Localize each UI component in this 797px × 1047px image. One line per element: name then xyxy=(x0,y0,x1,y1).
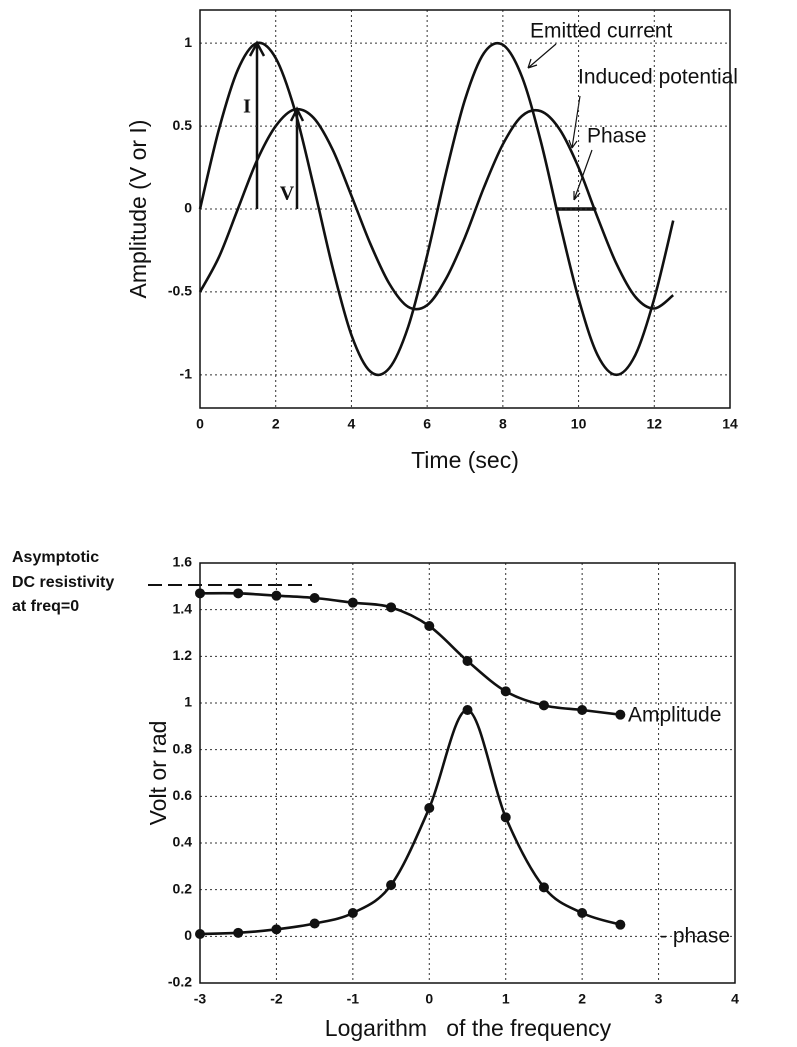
arrow xyxy=(527,43,557,69)
marker xyxy=(424,621,435,631)
annotation: I xyxy=(243,96,251,118)
plot-frame xyxy=(199,562,736,984)
y-tick-label: 0.6 xyxy=(173,787,193,803)
y-tick-label: -0.5 xyxy=(168,283,192,299)
y-tick-label: 0 xyxy=(184,200,192,216)
marker xyxy=(424,803,435,813)
y-tick-label: 1.4 xyxy=(173,600,193,616)
x-axis-label: Time (sec) xyxy=(411,447,519,473)
marker xyxy=(233,927,244,938)
series-line xyxy=(198,107,675,311)
series-line xyxy=(199,708,621,936)
x-tick-label: 12 xyxy=(646,416,662,432)
y-tick-label: 1 xyxy=(184,34,192,50)
y-tick-label: 0.5 xyxy=(173,117,193,133)
y-tick-label: -1 xyxy=(180,366,193,382)
marker xyxy=(309,593,320,603)
y-tick-label: -0.2 xyxy=(168,974,192,990)
marker xyxy=(271,924,282,935)
marker xyxy=(500,686,511,697)
marker xyxy=(271,590,282,601)
marker xyxy=(462,705,473,715)
x-tick-label: 0 xyxy=(425,991,433,1007)
marker xyxy=(195,588,205,599)
y-tick-label: 0.2 xyxy=(173,880,193,896)
marker xyxy=(386,880,397,890)
annotation: DC resistivity xyxy=(12,574,114,591)
series-label: Emitted current xyxy=(530,20,673,43)
x-tick-label: 1 xyxy=(502,991,510,1007)
marker xyxy=(309,918,320,929)
x-tick-label: 8 xyxy=(499,416,507,432)
x-tick-label: 2 xyxy=(272,416,280,432)
marker xyxy=(538,700,549,711)
series-line xyxy=(198,41,675,377)
marker xyxy=(462,656,473,666)
marker xyxy=(615,919,626,930)
marker xyxy=(577,908,588,918)
marker xyxy=(615,709,626,720)
marker xyxy=(538,882,549,893)
marker xyxy=(500,812,511,823)
y-tick-label: 1 xyxy=(184,694,192,710)
marker xyxy=(195,929,205,939)
x-tick-label: 0 xyxy=(196,416,204,432)
marker xyxy=(233,588,244,599)
x-tick-label: 10 xyxy=(571,416,587,432)
marker xyxy=(386,602,397,613)
annotation: Phase xyxy=(587,125,647,148)
series-label: Amplitude xyxy=(628,704,721,727)
marker xyxy=(347,908,358,918)
x-tick-label: 6 xyxy=(423,416,431,432)
marker xyxy=(577,705,588,715)
x-axis-label: Logarithm of the frequency xyxy=(325,1015,612,1041)
annotation-arrows xyxy=(148,40,596,586)
x-tick-label: 4 xyxy=(731,991,739,1007)
x-tick-label: -2 xyxy=(270,991,283,1007)
y-tick-label: 0 xyxy=(184,927,192,943)
annotation: at freq=0 xyxy=(12,598,79,615)
x-tick-label: 14 xyxy=(722,416,738,432)
x-tick-label: 2 xyxy=(578,991,586,1007)
y-tick-label: 0.4 xyxy=(173,834,193,850)
series-line xyxy=(199,591,621,716)
marker xyxy=(347,597,358,608)
annotation: V xyxy=(280,183,295,205)
arrow xyxy=(568,95,581,149)
series-label: Induced potential xyxy=(578,66,738,89)
y-tick-label: 1.2 xyxy=(173,647,193,663)
y-axis-label: Amplitude (V or I) xyxy=(125,120,151,299)
y-tick-label: 0.8 xyxy=(173,740,193,756)
x-tick-label: 3 xyxy=(655,991,663,1007)
y-axis-label: Volt or rad xyxy=(145,721,171,826)
y-tick-label: 1.6 xyxy=(173,554,193,570)
series-label: - phase xyxy=(660,925,730,948)
x-tick-label: -1 xyxy=(347,991,360,1007)
annotation: Asymptotic xyxy=(12,549,99,566)
x-tick-label: 4 xyxy=(348,416,356,432)
x-tick-label: -3 xyxy=(194,991,207,1007)
